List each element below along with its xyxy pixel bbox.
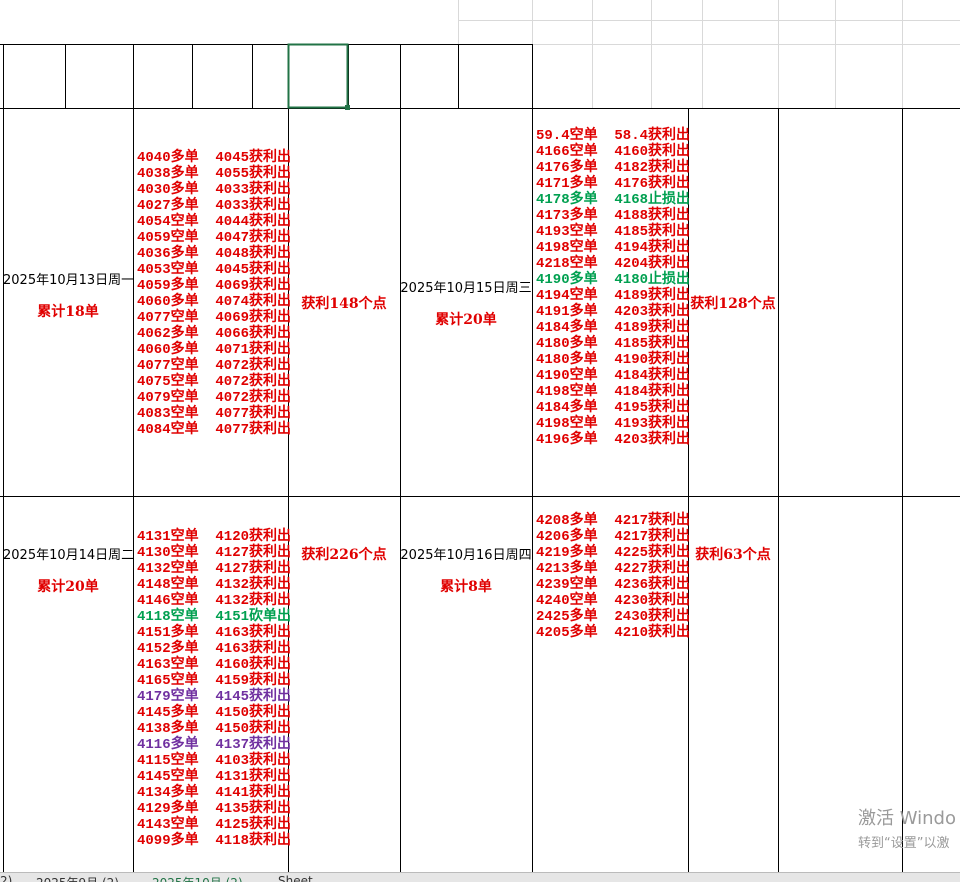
date-cell: 2025年10月15日周三	[400, 281, 532, 296]
trade-line: 4151多单 4163获利出	[137, 625, 292, 641]
trade-line: 4059空单 4047获利出	[137, 230, 292, 246]
trade-line: 4178多单 4168止损出	[536, 192, 691, 208]
trade-line: 4027多单 4033获利出	[137, 198, 292, 214]
trade-line: 4054空单 4044获利出	[137, 214, 292, 230]
trade-line: 4173多单 4188获利出	[536, 208, 691, 224]
profit-cell: 获利128个点	[690, 296, 776, 312]
date-cell: 2025年10月16日周四	[400, 548, 532, 563]
trades-cell: 59.4空单 58.4获利出 4166空单 4160获利出 4176多单 4182获…	[536, 128, 691, 448]
trade-line: 4190多单 4180止损出	[536, 272, 691, 288]
trade-line: 4143空单 4125获利出	[137, 817, 292, 833]
count-cell: 累计20单	[37, 579, 99, 595]
trade-line: 4040多单 4045获利出	[137, 150, 292, 166]
trade-line: 4132空单 4127获利出	[137, 561, 292, 577]
trade-line: 4213多单 4227获利出	[536, 561, 691, 577]
trade-line: 4165空单 4159获利出	[137, 673, 292, 689]
trade-line: 4176多单 4182获利出	[536, 160, 691, 176]
profit-cell: 获利63个点	[695, 547, 771, 563]
sheet-tabs: 2) 2025年9月 (2) 2025年10月 (2) Sheet	[0, 872, 960, 882]
trade-line: 4166空单 4160获利出	[536, 144, 691, 160]
trade-line: 4084空单 4077获利出	[137, 422, 292, 438]
trade-line: 4206多单 4217获利出	[536, 529, 691, 545]
trade-line: 4198空单 4194获利出	[536, 240, 691, 256]
trade-line: 4196多单 4203获利出	[536, 432, 691, 448]
trade-line: 4138多单 4150获利出	[137, 721, 292, 737]
trade-line: 4163空单 4160获利出	[137, 657, 292, 673]
trade-line: 4180多单 4185获利出	[536, 336, 691, 352]
trade-line: 4075空单 4072获利出	[137, 374, 292, 390]
trade-line: 4194空单 4189获利出	[536, 288, 691, 304]
trade-line: 4077空单 4069获利出	[137, 310, 292, 326]
trade-line: 4060多单 4071获利出	[137, 342, 292, 358]
trade-line: 59.4空单 58.4获利出	[536, 128, 691, 144]
trade-line: 4240空单 4230获利出	[536, 593, 691, 609]
trade-line: 4145空单 4131获利出	[137, 769, 292, 785]
count-cell: 累计18单	[37, 304, 99, 320]
trade-line: 4060多单 4074获利出	[137, 294, 292, 310]
trade-line: 2425多单 2430获利出	[536, 609, 691, 625]
trade-line: 4171多单 4176获利出	[536, 176, 691, 192]
sheet-tab[interactable]: 2025年10月 (2)	[152, 874, 243, 882]
trade-line: 4219多单 4225获利出	[536, 545, 691, 561]
trade-line: 4146空单 4132获利出	[137, 593, 292, 609]
trade-line: 4145多单 4150获利出	[137, 705, 292, 721]
count-cell: 累计8单	[440, 579, 492, 595]
sheet-tab[interactable]: Sheet	[278, 874, 313, 882]
trade-line: 4148空单 4132获利出	[137, 577, 292, 593]
trades-cell: 4040多单 4045获利出 4038多单 4055获利出 4030多单 4033获…	[137, 150, 292, 438]
trade-line: 4030多单 4033获利出	[137, 182, 292, 198]
trade-line: 4190空单 4184获利出	[536, 368, 691, 384]
trade-line: 4118空单 4151砍单出	[137, 609, 292, 625]
trade-line: 4062多单 4066获利出	[137, 326, 292, 342]
light-grid	[458, 0, 960, 108]
trade-line: 4131空单 4120获利出	[137, 529, 292, 545]
trade-line: 4083空单 4077获利出	[137, 406, 292, 422]
trade-line: 4191多单 4203获利出	[536, 304, 691, 320]
trade-line: 4208多单 4217获利出	[536, 513, 691, 529]
selected-cell[interactable]	[287, 43, 349, 109]
profit-cell: 获利226个点	[301, 547, 387, 563]
trade-line: 4115空单 4103获利出	[137, 753, 292, 769]
trade-line: 4198空单 4193获利出	[536, 416, 691, 432]
trade-line: 4059多单 4069获利出	[137, 278, 292, 294]
fill-handle[interactable]	[345, 105, 350, 110]
trades-cell: 4208多单 4217获利出 4206多单 4217获利出 4219多单 4225获…	[536, 513, 691, 641]
trade-line: 4116多单 4137获利出	[137, 737, 292, 753]
trade-line: 4130空单 4127获利出	[137, 545, 292, 561]
date-cell: 2025年10月14日周二	[3, 548, 135, 563]
profit-cell: 获利148个点	[301, 296, 387, 312]
trade-line: 4184多单 4195获利出	[536, 400, 691, 416]
trade-line: 4198空单 4184获利出	[536, 384, 691, 400]
trade-line: 4077空单 4072获利出	[137, 358, 292, 374]
sheet-tab[interactable]: 2)	[0, 874, 13, 882]
trade-line: 4079空单 4072获利出	[137, 390, 292, 406]
trade-line: 4036多单 4048获利出	[137, 246, 292, 262]
watermark-hint: 转到“设置”以激	[858, 836, 950, 851]
trade-line: 4180多单 4190获利出	[536, 352, 691, 368]
trade-line: 4239空单 4236获利出	[536, 577, 691, 593]
trade-line: 4218空单 4204获利出	[536, 256, 691, 272]
watermark: 激活 Windo	[858, 808, 956, 829]
trade-line: 4193空单 4185获利出	[536, 224, 691, 240]
trade-line: 4205多单 4210获利出	[536, 625, 691, 641]
trades-cell: 4131空单 4120获利出 4130空单 4127获利出 4132空单 4127获…	[137, 529, 292, 849]
trade-line: 4099多单 4118获利出	[137, 833, 292, 849]
count-cell: 累计20单	[435, 312, 497, 328]
trade-line: 4179空单 4145获利出	[137, 689, 292, 705]
trade-line: 4184多单 4189获利出	[536, 320, 691, 336]
table-borders	[0, 44, 960, 872]
trade-line: 4152多单 4163获利出	[137, 641, 292, 657]
trade-line: 4129多单 4135获利出	[137, 801, 292, 817]
trade-line: 4053空单 4045获利出	[137, 262, 292, 278]
date-cell: 2025年10月13日周一	[3, 273, 135, 288]
trade-line: 4038多单 4055获利出	[137, 166, 292, 182]
sheet-tab[interactable]: 2025年9月 (2)	[36, 874, 119, 882]
trade-line: 4134多单 4141获利出	[137, 785, 292, 801]
